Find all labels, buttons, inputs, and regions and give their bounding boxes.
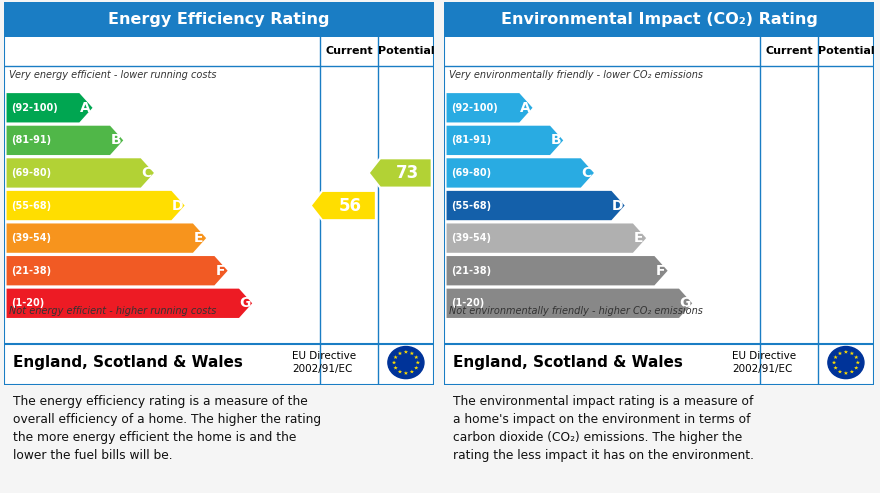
Text: (39-54): (39-54) — [451, 233, 491, 243]
Polygon shape — [398, 370, 402, 373]
Polygon shape — [446, 288, 693, 318]
Polygon shape — [854, 366, 859, 370]
Text: Not environmentally friendly - higher CO₂ emissions: Not environmentally friendly - higher CO… — [449, 306, 702, 316]
Polygon shape — [410, 370, 414, 373]
Polygon shape — [446, 223, 646, 253]
Text: G: G — [679, 296, 691, 310]
Polygon shape — [398, 352, 402, 355]
Polygon shape — [833, 355, 838, 359]
Polygon shape — [6, 256, 228, 285]
Text: Very energy efficient - lower running costs: Very energy efficient - lower running co… — [9, 70, 216, 80]
Text: Current: Current — [326, 46, 373, 56]
Text: The environmental impact rating is a measure of
a home's impact on the environme: The environmental impact rating is a mea… — [453, 395, 754, 462]
Text: EU Directive
2002/91/EC: EU Directive 2002/91/EC — [732, 351, 796, 374]
Text: F: F — [656, 264, 665, 278]
Text: Not energy efficient - higher running costs: Not energy efficient - higher running co… — [9, 306, 216, 316]
Polygon shape — [446, 191, 625, 220]
Polygon shape — [446, 158, 594, 188]
Text: C: C — [582, 166, 591, 180]
Polygon shape — [415, 360, 420, 364]
Polygon shape — [6, 126, 123, 155]
Polygon shape — [850, 352, 854, 355]
Polygon shape — [833, 366, 838, 370]
Polygon shape — [838, 370, 842, 373]
Text: (81-91): (81-91) — [11, 136, 51, 145]
Text: B: B — [111, 134, 121, 147]
Polygon shape — [6, 288, 253, 318]
Polygon shape — [393, 366, 398, 370]
Polygon shape — [844, 371, 848, 375]
Polygon shape — [404, 350, 408, 353]
Bar — [444, 2, 874, 37]
Text: D: D — [172, 199, 183, 212]
Polygon shape — [6, 158, 154, 188]
Polygon shape — [311, 191, 376, 220]
Text: (21-38): (21-38) — [11, 266, 51, 276]
Text: A: A — [80, 101, 91, 115]
Polygon shape — [414, 355, 419, 359]
Polygon shape — [854, 355, 859, 359]
Text: G: G — [239, 296, 251, 310]
Polygon shape — [6, 93, 92, 122]
Polygon shape — [6, 223, 206, 253]
Text: Potential: Potential — [818, 46, 874, 56]
Text: The energy efficiency rating is a measure of the
overall efficiency of a home. T: The energy efficiency rating is a measur… — [13, 395, 321, 462]
Polygon shape — [850, 370, 854, 373]
Polygon shape — [446, 256, 668, 285]
Polygon shape — [832, 360, 836, 364]
Polygon shape — [446, 93, 532, 122]
Text: (55-68): (55-68) — [451, 201, 491, 211]
Text: Potential: Potential — [378, 46, 434, 56]
Text: Environmental Impact (CO₂) Rating: Environmental Impact (CO₂) Rating — [501, 12, 818, 27]
Text: (81-91): (81-91) — [451, 136, 491, 145]
Polygon shape — [393, 355, 398, 359]
Text: 73: 73 — [396, 164, 419, 182]
Text: A: A — [520, 101, 531, 115]
Polygon shape — [6, 191, 185, 220]
Text: (55-68): (55-68) — [11, 201, 51, 211]
Text: (21-38): (21-38) — [451, 266, 491, 276]
Polygon shape — [838, 352, 842, 355]
Text: D: D — [612, 199, 623, 212]
Text: (1-20): (1-20) — [451, 298, 484, 308]
Text: (69-80): (69-80) — [11, 168, 51, 178]
Text: EU Directive
2002/91/EC: EU Directive 2002/91/EC — [292, 351, 356, 374]
Circle shape — [388, 347, 424, 379]
Text: F: F — [216, 264, 225, 278]
Polygon shape — [446, 126, 563, 155]
Text: England, Scotland & Wales: England, Scotland & Wales — [453, 355, 683, 370]
Circle shape — [828, 347, 864, 379]
Polygon shape — [414, 366, 419, 370]
Text: (92-100): (92-100) — [11, 103, 57, 113]
Polygon shape — [410, 352, 414, 355]
Polygon shape — [369, 158, 432, 188]
Text: Energy Efficiency Rating: Energy Efficiency Rating — [108, 12, 330, 27]
Text: Very environmentally friendly - lower CO₂ emissions: Very environmentally friendly - lower CO… — [449, 70, 703, 80]
Text: (92-100): (92-100) — [451, 103, 497, 113]
Text: England, Scotland & Wales: England, Scotland & Wales — [13, 355, 243, 370]
Polygon shape — [855, 360, 860, 364]
Text: 56: 56 — [339, 197, 362, 214]
Text: C: C — [142, 166, 151, 180]
Text: E: E — [634, 231, 643, 245]
Text: (69-80): (69-80) — [451, 168, 491, 178]
Bar — [4, 2, 434, 37]
Text: (39-54): (39-54) — [11, 233, 51, 243]
Text: B: B — [551, 134, 561, 147]
Polygon shape — [392, 360, 396, 364]
Polygon shape — [404, 371, 408, 375]
Text: E: E — [194, 231, 203, 245]
Text: Current: Current — [766, 46, 813, 56]
Text: (1-20): (1-20) — [11, 298, 44, 308]
Polygon shape — [844, 350, 848, 353]
